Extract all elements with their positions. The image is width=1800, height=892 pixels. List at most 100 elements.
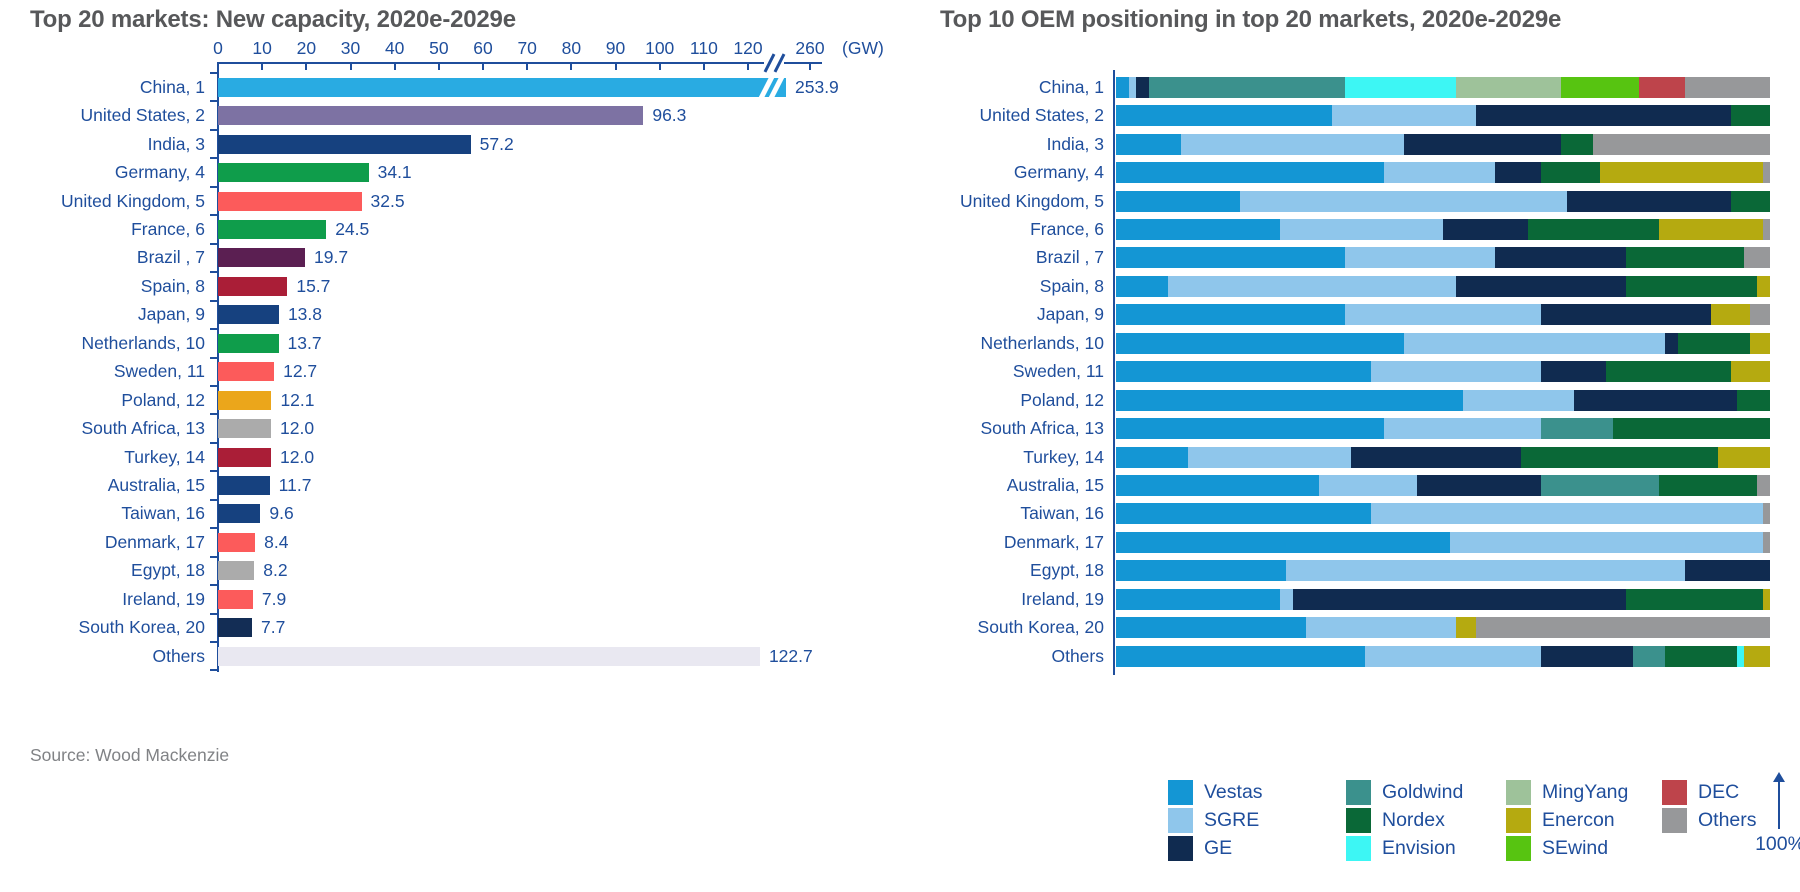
legend-swatch-vestas [1168, 779, 1193, 805]
value-label: 12.1 [280, 389, 315, 410]
bar [218, 191, 362, 211]
stacked-bar [1116, 446, 1770, 468]
segment-ge [1541, 645, 1633, 667]
value-label: 13.8 [287, 304, 323, 325]
legend-label: MingYang [1542, 780, 1629, 803]
segment-vestas [1116, 218, 1280, 240]
category-label: Brazil , 7 [136, 247, 205, 268]
segment-sgre [1279, 588, 1293, 610]
category-label: United Kingdom, 5 [960, 190, 1104, 211]
stacked-bar [1116, 475, 1770, 497]
category-label: France, 6 [1030, 218, 1104, 239]
segment-goldwind [1541, 475, 1659, 497]
legend-swatch-nordex [1346, 807, 1371, 833]
category-label: Turkey, 14 [124, 446, 205, 467]
y-axis-tick [210, 356, 217, 359]
segment-nordex [1626, 275, 1757, 297]
segment-others [1763, 218, 1770, 240]
bar [218, 476, 270, 496]
segment-others [1743, 247, 1770, 269]
category-label: Poland, 12 [121, 389, 205, 410]
right-chart-title: Top 10 OEM positioning in top 20 markets… [940, 6, 1562, 33]
legend-label: Others [1698, 808, 1757, 831]
bar [218, 106, 644, 126]
y-axis-tick [210, 185, 217, 188]
category-label: South Africa, 13 [81, 418, 205, 439]
value-label: 122.7 [768, 645, 813, 666]
segment-vestas [1116, 332, 1404, 354]
value-label: 12.0 [280, 446, 315, 467]
segment-ge [1456, 275, 1627, 297]
segment-dec [1639, 76, 1685, 98]
bar [218, 248, 305, 268]
segment-enercon [1711, 304, 1751, 326]
legend-swatch-enercon [1506, 807, 1531, 833]
segment-nordex [1730, 105, 1770, 127]
segment-sgre [1129, 76, 1136, 98]
segment-vestas [1116, 389, 1463, 411]
x-axis-tick [747, 62, 750, 70]
stacked-bar [1116, 190, 1770, 212]
y-axis-tick [210, 555, 217, 558]
source-note: Source: Wood Mackenzie [30, 745, 230, 765]
category-label: Sweden, 11 [1012, 361, 1104, 382]
bar [218, 646, 760, 666]
legend-label: GE [1204, 836, 1233, 859]
segment-ge [1684, 560, 1770, 582]
segment-nordex [1521, 446, 1718, 468]
segment-enercon [1763, 588, 1770, 610]
segment-ge [1541, 361, 1607, 383]
category-label: Poland, 12 [1020, 389, 1104, 410]
y-axis-tick [210, 100, 217, 103]
legend-label: DEC [1698, 780, 1740, 803]
category-label: China, 1 [139, 76, 205, 97]
x-axis-tick [482, 62, 485, 70]
category-label: United States, 2 [80, 105, 205, 126]
x-axis-tick-label: 0 [213, 38, 223, 58]
stacked-bar [1116, 389, 1770, 411]
legend-label: SEwind [1542, 836, 1609, 859]
segment-ge [1567, 190, 1731, 212]
segment-vestas [1116, 418, 1385, 440]
legend-item-others: Others [1662, 807, 1757, 833]
value-label: 15.7 [296, 275, 331, 296]
legend-item-sewind: SEwind [1506, 835, 1608, 861]
y-axis-tick [210, 413, 217, 416]
segment-nordex [1626, 247, 1744, 269]
arrow-up-line [1778, 781, 1780, 829]
arrow-up-icon [1773, 772, 1785, 782]
segment-sgre [1384, 162, 1496, 184]
left-chart-title: Top 20 markets: New capacity, 2020e-2029… [30, 6, 516, 33]
bar [218, 362, 275, 382]
x-axis-tick-label: 120 [733, 38, 763, 58]
value-label: 11.7 [278, 475, 312, 496]
segment-enercon [1658, 218, 1764, 240]
value-label: 12.7 [283, 361, 318, 382]
value-label: 19.7 [314, 247, 349, 268]
value-label: 7.7 [261, 617, 286, 638]
segment-enercon [1743, 645, 1770, 667]
y-axis-tick [210, 470, 217, 473]
segment-others [1684, 76, 1770, 98]
legend-item-dec: DEC [1662, 779, 1739, 805]
legend-swatch-goldwind [1346, 779, 1371, 805]
y-axis-tick [210, 527, 217, 530]
category-label: Denmark, 17 [104, 531, 205, 552]
segment-ge [1475, 105, 1731, 127]
segment-vestas [1116, 645, 1365, 667]
bar [218, 618, 252, 638]
x-axis-tick [658, 62, 661, 70]
segment-sgre [1403, 332, 1666, 354]
legend-label: SGRE [1204, 808, 1260, 831]
x-axis-tick-label: 40 [384, 38, 405, 58]
category-label: Ireland, 19 [1021, 588, 1104, 609]
segment-sgre [1364, 645, 1542, 667]
segment-sgre [1449, 531, 1764, 553]
x-axis-tick-label: 110 [689, 38, 718, 58]
segment-sgre [1344, 304, 1542, 326]
segment-ge [1292, 588, 1627, 610]
bar [218, 390, 272, 410]
x-axis-line [218, 62, 822, 64]
segment-sgre [1331, 105, 1476, 127]
category-label: Turkey, 14 [1023, 446, 1104, 467]
